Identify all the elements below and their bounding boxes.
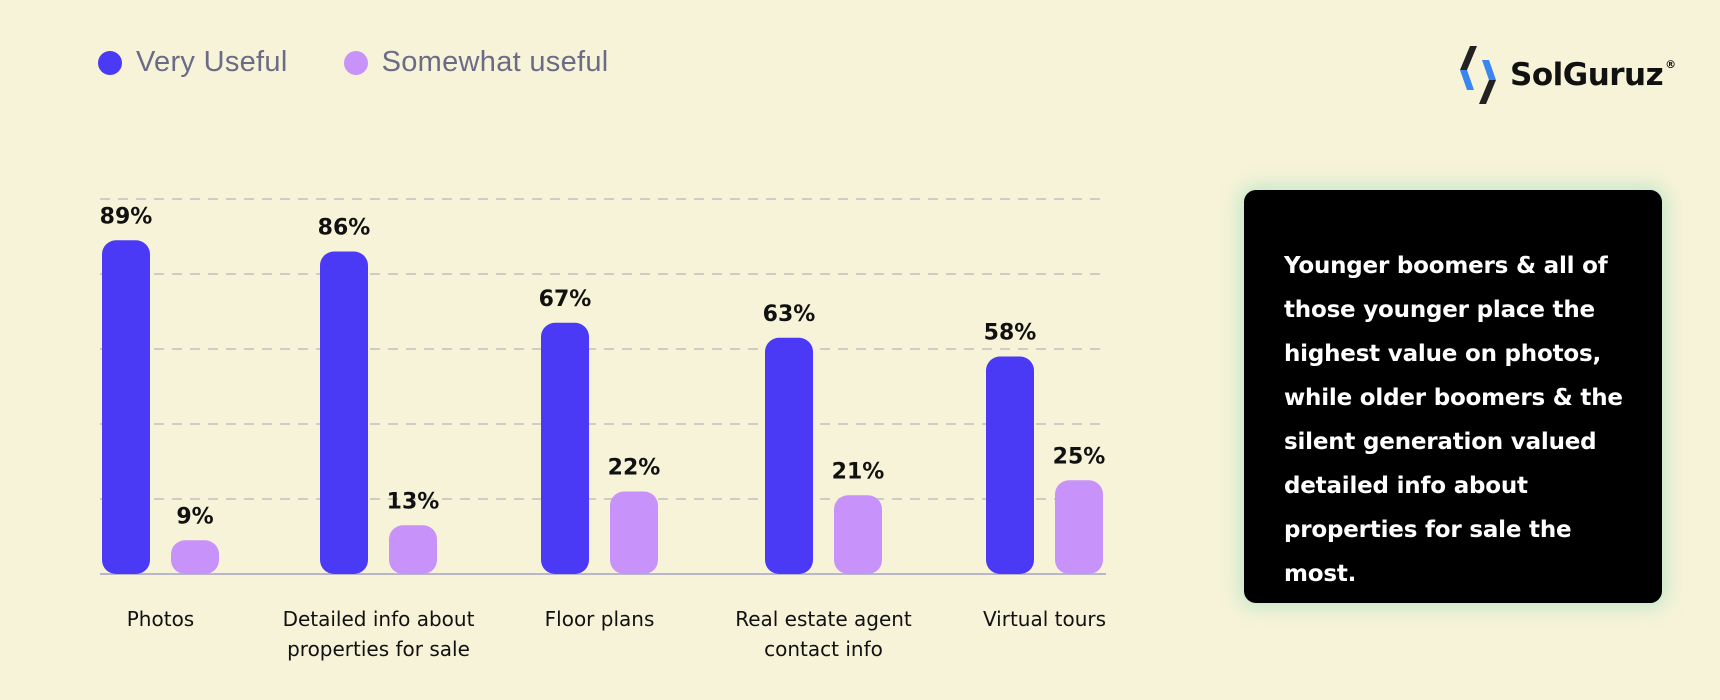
legend-swatch-somewhat-useful <box>343 50 368 75</box>
legend-item-very-useful: Very Useful <box>98 46 288 79</box>
category-label-3: Real estate agent contact info <box>735 607 912 661</box>
data-label-very-useful-1: 86% <box>318 216 371 241</box>
category-label-2: Floor plans <box>545 607 655 631</box>
data-label-somewhat-useful-2: 22% <box>608 456 661 481</box>
category-label-1: Detailed info about properties for sale <box>283 607 475 661</box>
data-label-very-useful-4: 58% <box>984 321 1037 346</box>
bar-somewhat-useful-1 <box>389 525 437 574</box>
legend-label-very-useful: Very Useful <box>136 46 288 78</box>
bar-very-useful-4 <box>986 356 1034 574</box>
bar-chart: 89% 9% Photos 86% 13% Detailed info about prop… <box>100 198 1106 661</box>
insight-callout: Younger boomers & all of those younger p… <box>1244 190 1662 603</box>
insight-callout-text: Younger boomers & all of those younger p… <box>1284 253 1623 587</box>
data-label-somewhat-useful-3: 21% <box>832 459 885 484</box>
bar-very-useful-2 <box>541 322 589 574</box>
data-label-very-useful-3: 63% <box>763 302 816 327</box>
data-label-very-useful-2: 67% <box>539 287 592 312</box>
category-label-0: Photos <box>127 607 194 631</box>
bar-very-useful-0 <box>102 240 150 574</box>
data-label-somewhat-useful-1: 13% <box>387 489 440 514</box>
bar-very-useful-1 <box>320 251 368 574</box>
logo-registered-mark: ® <box>1665 58 1677 71</box>
legend-swatch-very-useful <box>98 50 122 75</box>
legend-label-somewhat-useful: Somewhat useful <box>381 46 609 78</box>
chart-legend: Very Useful Somewhat useful <box>98 46 609 79</box>
bar-somewhat-useful-3 <box>834 495 882 574</box>
solguruz-logo: SolGuruz ® <box>1456 44 1676 106</box>
bar-somewhat-useful-4 <box>1055 480 1103 574</box>
category-label-4: Virtual tours <box>983 607 1106 631</box>
legend-item-somewhat-useful: Somewhat useful <box>343 46 609 79</box>
solguruz-logo-icon <box>1460 46 1496 104</box>
data-label-somewhat-useful-4: 25% <box>1053 444 1106 469</box>
data-label-somewhat-useful-0: 9% <box>176 504 213 529</box>
data-label-very-useful-0: 89% <box>100 204 153 229</box>
bar-very-useful-3 <box>765 337 813 574</box>
logo-wordmark: SolGuruz <box>1510 57 1664 93</box>
bar-somewhat-useful-2 <box>610 491 658 574</box>
bar-somewhat-useful-0 <box>171 540 219 574</box>
